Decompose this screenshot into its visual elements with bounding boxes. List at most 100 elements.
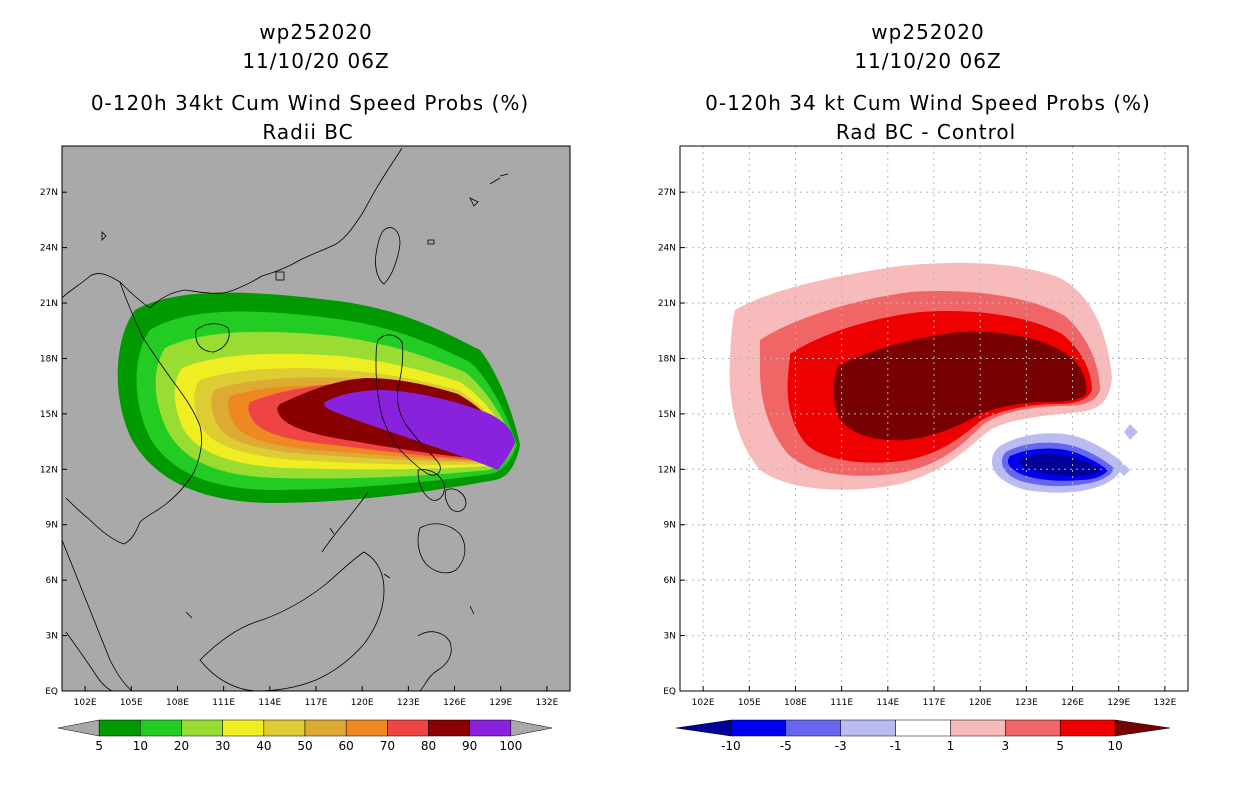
left-small-islands [101,173,509,619]
left-coast-malaysia [62,539,133,691]
right-colorbar-swatch [1005,719,1061,737]
left-xtick-label: 108E [166,698,189,708]
right-xtick-label: 114E [876,698,899,708]
left-ytick-label: EQ [45,687,58,697]
right-axes: 102E 105E 108E 111E 114E 117E 120E 123E 126E 129E… [658,188,1177,708]
left-xtick-label: 120E [351,698,374,708]
right-ytick-label: 18N [658,354,676,364]
left-band-90 [324,390,515,470]
right-panel: wp252020 11/10/20 06Z 0-120h 34 kt Cum W… [658,20,1189,753]
left-sumatra [65,631,113,691]
left-coast-vietnam [119,281,202,545]
right-colorbar-label: -10 [721,739,741,753]
right-colorbar-under [675,719,732,737]
right-colorbar-swatch [895,719,951,737]
right-xtick-label: 123E [1015,698,1038,708]
left-colorbar-swatch [222,719,265,737]
left-ytick-label: 18N [40,354,58,364]
left-ytick-label: 15N [40,410,58,420]
right-gridlines [680,146,1188,691]
left-xtick-label: 132E [535,698,558,708]
left-luzon [375,334,441,476]
right-xtick-label: 126E [1061,698,1084,708]
left-colorbar-swatch [387,719,429,737]
left-xtick-label: 111E [212,698,235,708]
left-ytick-label: 12N [40,465,58,475]
right-band-neg-1b [1118,424,1138,476]
left-colorbar: 5 10 20 30 40 50 60 70 80 90 100 [57,719,553,753]
left-ytick-label: 27N [40,188,58,198]
left-colorbar-label: 10 [133,739,148,753]
left-title-line-3: 0-120h 34kt Cum Wind Speed Probs (%) [91,91,529,115]
left-probability-field [117,292,520,503]
left-taiwan [375,227,401,285]
right-colorbar-label: 1 [947,739,955,753]
right-ytick-label: 15N [658,410,676,420]
left-colorbar-label: 100 [499,739,522,753]
left-title-line-1: wp252020 [259,20,372,44]
left-visayas [417,469,467,512]
left-colorbar-label: 50 [297,739,312,753]
right-xtick-label: 105E [738,698,761,708]
left-colorbar-label: 5 [95,739,103,753]
left-ytick-label: 21N [40,299,58,309]
right-title-line-2: 11/10/20 06Z [854,49,1001,73]
right-xtick-label: 120E [969,698,992,708]
right-colorbar-label: -3 [835,739,847,753]
right-colorbar-label: 5 [1056,739,1064,753]
left-title-line-2: 11/10/20 06Z [242,49,389,73]
left-colorbar-label: 80 [421,739,436,753]
right-ytick-label: 21N [658,299,676,309]
left-colorbar-label: 60 [339,739,354,753]
left-xtick-label: 114E [258,698,281,708]
right-ytick-label: 9N [664,521,676,531]
right-xtick-label: 129E [1107,698,1130,708]
right-xtick-label: 102E [692,698,715,708]
right-colorbar-swatch [785,719,841,737]
right-colorbar-swatch [1059,719,1116,737]
right-ytick-label: 27N [658,188,676,198]
right-colorbar-label: -5 [780,739,792,753]
right-ytick-label: 24N [658,244,676,254]
left-title-line-4: Radii BC [262,120,353,144]
left-xtick-label: 102E [74,698,97,708]
left-ytick-label: 9N [46,521,58,531]
left-colorbar-swatch [428,719,470,737]
right-colorbar: -10 -5 -3 -1 1 3 5 10 [675,719,1171,753]
left-colorbar-swatch [304,719,347,737]
right-colorbar-label: -1 [890,739,902,753]
left-xtick-label: 126E [443,698,466,708]
left-colorbar-swatch [345,719,388,737]
left-colorbar-swatch [469,719,512,737]
right-colorbar-label: 3 [1002,739,1010,753]
left-colorbar-swatch [263,719,306,737]
left-colorbar-under [57,719,100,737]
left-panel: wp252020 11/10/20 06Z 0-120h 34kt Cum Wi… [40,20,571,753]
left-axes: 102E 105E 108E 111E 114E 117E 120E 123E 126E 129E… [40,188,559,708]
right-title-line-4: Rad BC - Control [836,120,1016,144]
left-colorbar-swatch [98,719,141,737]
right-ytick-label: EQ [663,687,676,697]
left-xtick-label: 105E [120,698,143,708]
right-colorbar-swatch [950,719,1006,737]
right-ytick-label: 12N [658,465,676,475]
left-hainan [195,323,230,353]
right-xtick-label: 108E [784,698,807,708]
right-colorbar-swatch [840,719,896,737]
left-colorbar-swatch [181,719,223,737]
left-colorbar-over [510,719,553,737]
left-xtick-label: 117E [305,698,328,708]
right-xtick-label: 117E [923,698,946,708]
right-ytick-label: 3N [664,632,676,642]
left-hongkong-marker [275,271,285,281]
left-colorbar-swatch [140,719,182,737]
right-ytick-label: 6N [664,576,676,586]
left-sulawesi [417,631,452,691]
right-title-line-3: 0-120h 34 kt Cum Wind Speed Probs (%) [705,91,1151,115]
right-band-neg-10 [1019,453,1102,476]
right-colorbar-over [1114,719,1171,737]
left-ytick-label: 24N [40,244,58,254]
left-colorbar-label: 90 [462,739,477,753]
right-xtick-label: 132E [1153,698,1176,708]
